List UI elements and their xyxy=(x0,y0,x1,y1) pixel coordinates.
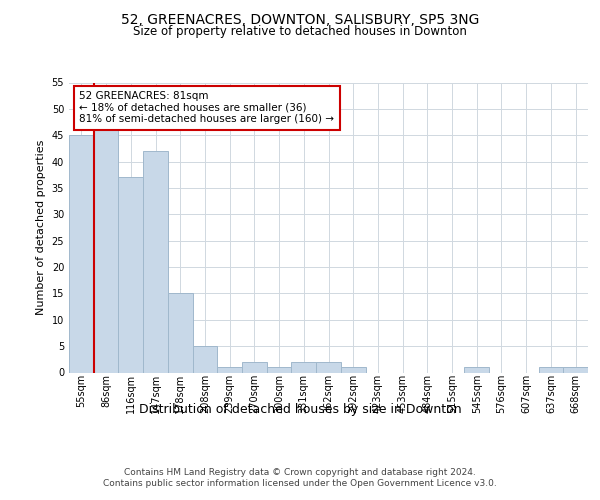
Bar xyxy=(242,362,267,372)
Bar xyxy=(168,294,193,372)
Bar xyxy=(143,151,168,372)
Bar xyxy=(267,367,292,372)
Bar xyxy=(539,367,563,372)
Bar xyxy=(193,346,217,372)
Bar xyxy=(118,178,143,372)
Text: Size of property relative to detached houses in Downton: Size of property relative to detached ho… xyxy=(133,25,467,38)
Bar xyxy=(563,367,588,372)
Text: Distribution of detached houses by size in Downton: Distribution of detached houses by size … xyxy=(139,402,461,415)
Bar xyxy=(94,130,118,372)
Bar xyxy=(316,362,341,372)
Bar xyxy=(341,367,365,372)
Bar xyxy=(464,367,489,372)
Text: Contains HM Land Registry data © Crown copyright and database right 2024.
Contai: Contains HM Land Registry data © Crown c… xyxy=(103,468,497,487)
Y-axis label: Number of detached properties: Number of detached properties xyxy=(36,140,46,315)
Bar xyxy=(69,135,94,372)
Bar xyxy=(292,362,316,372)
Bar xyxy=(217,367,242,372)
Text: 52 GREENACRES: 81sqm
← 18% of detached houses are smaller (36)
81% of semi-detac: 52 GREENACRES: 81sqm ← 18% of detached h… xyxy=(79,91,334,124)
Text: 52, GREENACRES, DOWNTON, SALISBURY, SP5 3NG: 52, GREENACRES, DOWNTON, SALISBURY, SP5 … xyxy=(121,12,479,26)
